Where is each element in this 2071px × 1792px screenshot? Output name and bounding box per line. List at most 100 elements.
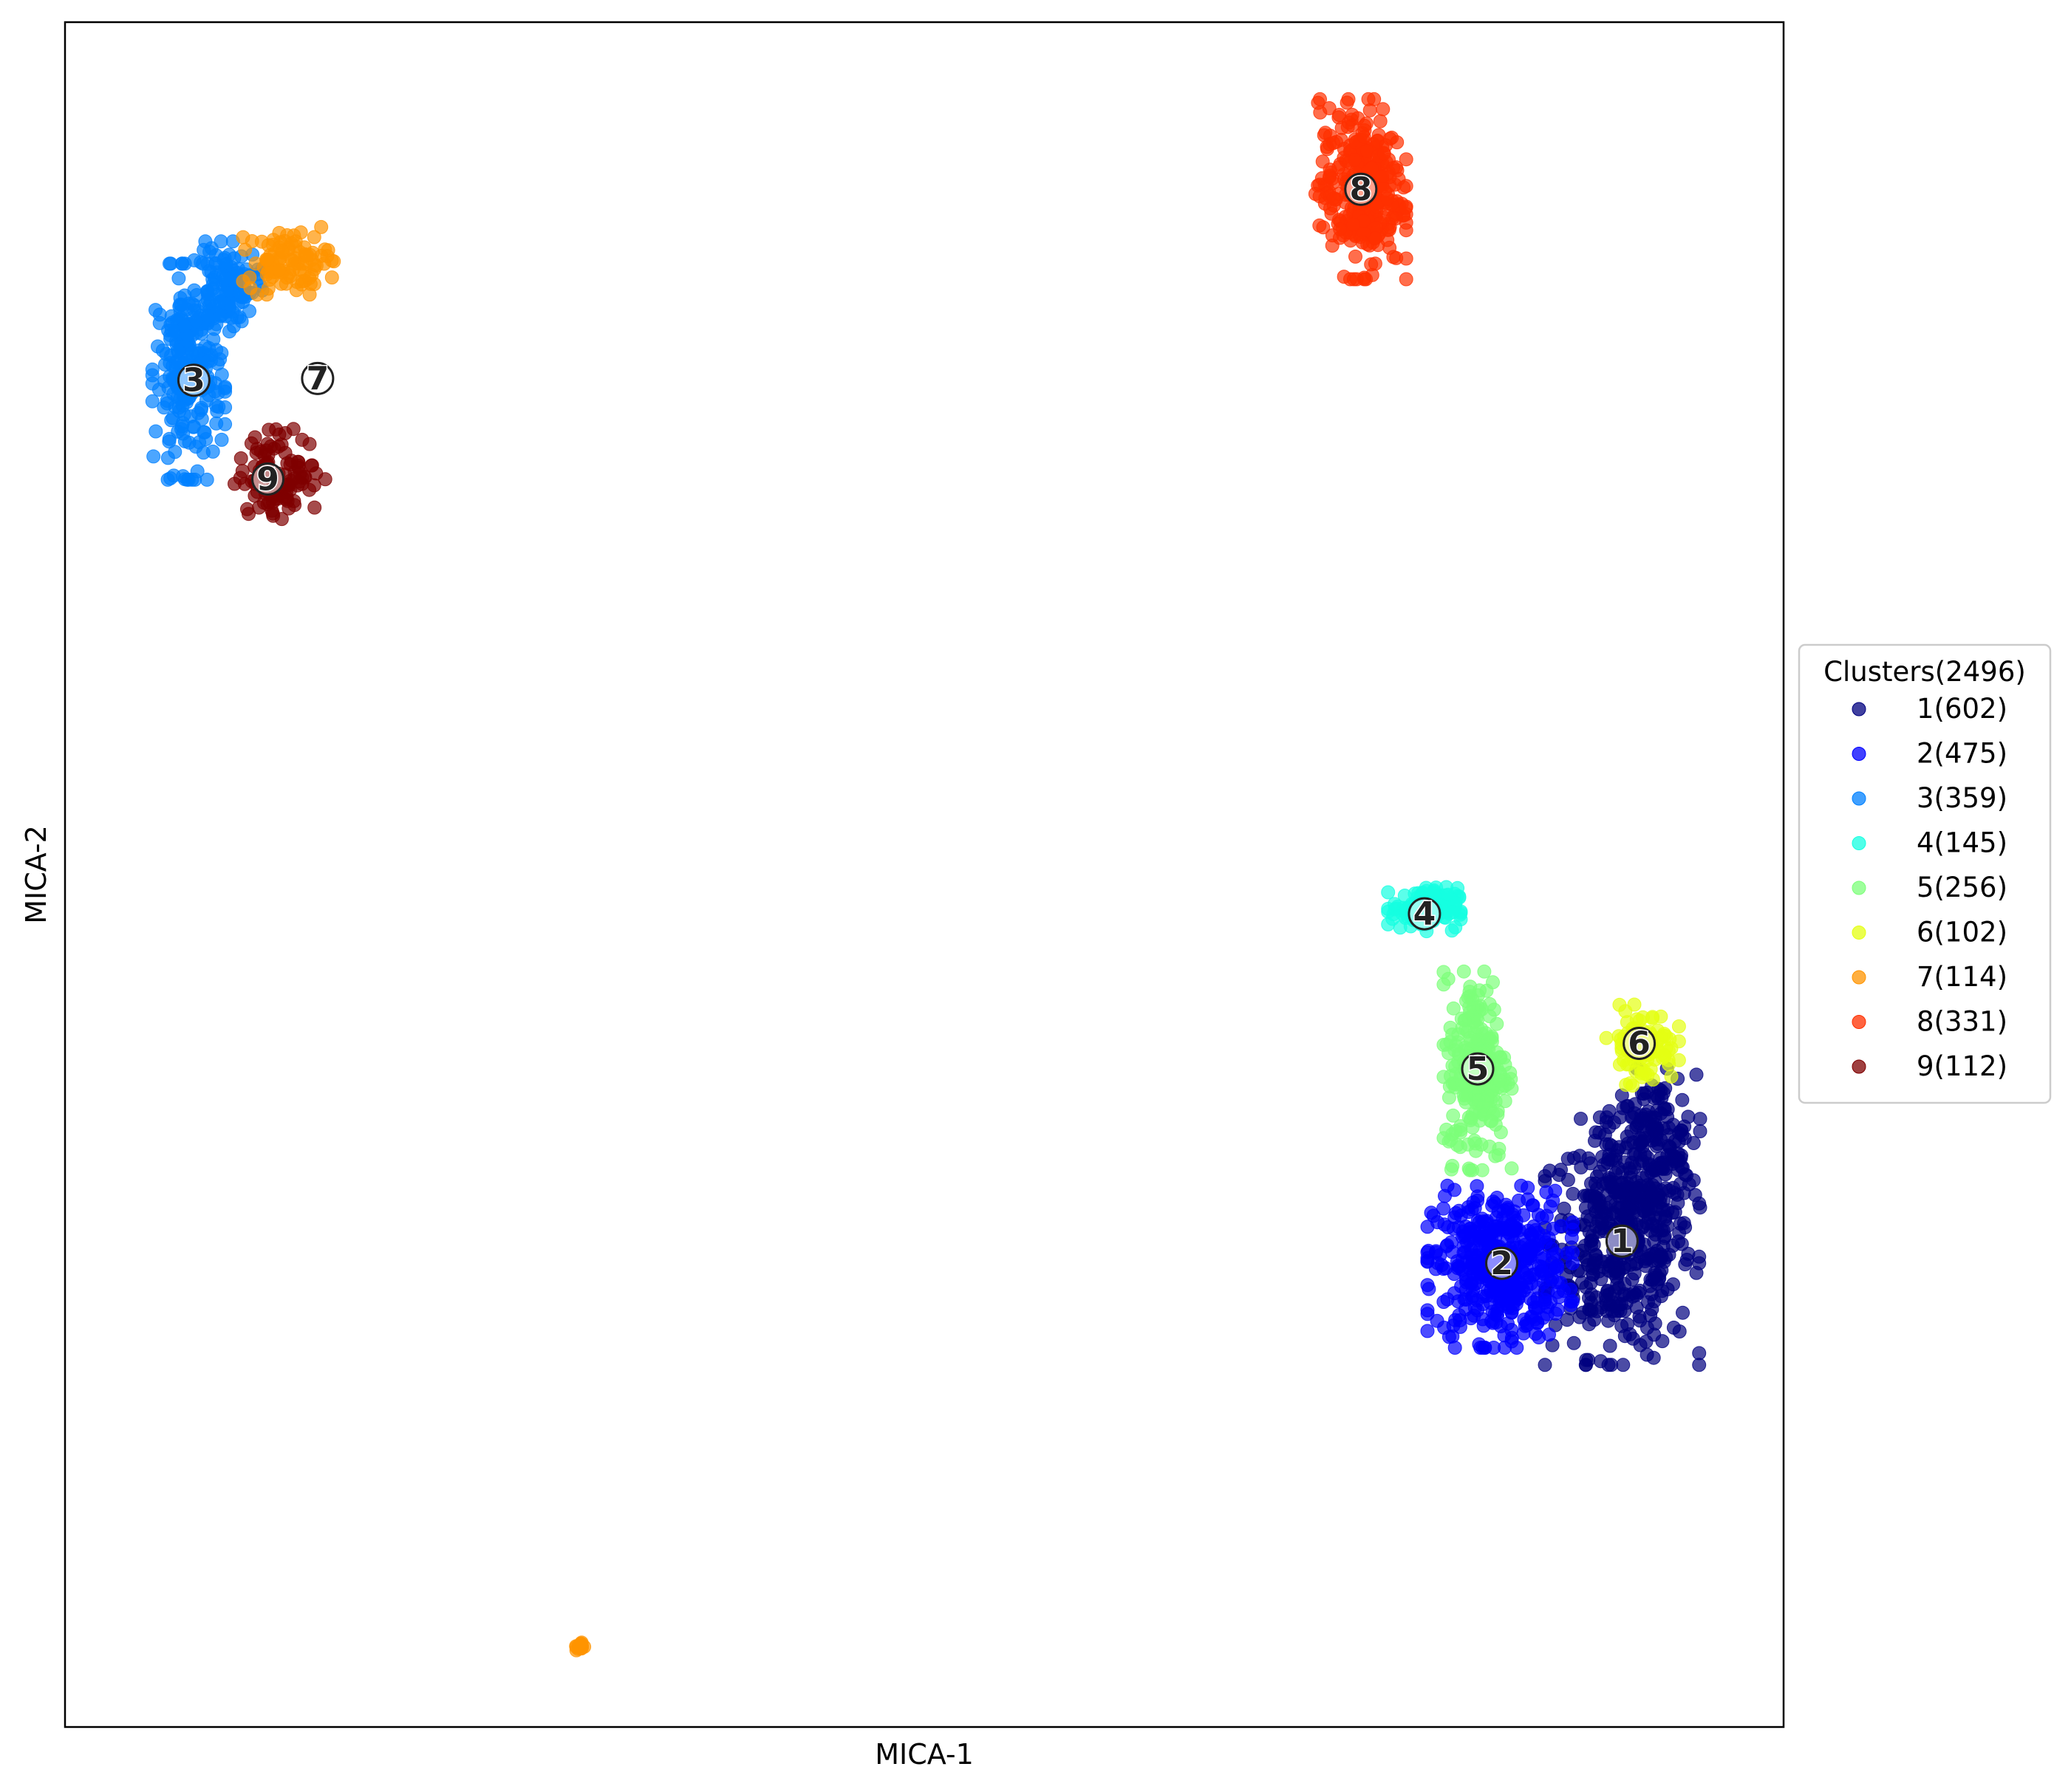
point-cluster-5 (1462, 1163, 1477, 1177)
point-cluster-1 (1583, 1276, 1598, 1290)
point-cluster-9 (290, 478, 305, 493)
legend-marker-cluster-9 (1852, 1059, 1866, 1074)
point-cluster-1 (1554, 1163, 1568, 1177)
point-cluster-3 (146, 449, 161, 464)
cluster-label-ring-4 (1408, 897, 1441, 931)
legend-marker-cluster-5 (1852, 880, 1866, 895)
legend-item-cluster-4: 4(145) (1852, 827, 2007, 859)
point-cluster-2 (1447, 1183, 1461, 1197)
point-cluster-2 (1549, 1247, 1563, 1262)
point-cluster-1 (1588, 1133, 1602, 1148)
cluster-label-text-1: 1 (1611, 1222, 1634, 1260)
point-cluster-3 (145, 394, 160, 408)
legend-marker-cluster-6 (1852, 926, 1866, 940)
point-cluster-5 (1453, 1122, 1468, 1137)
point-cluster-9 (252, 500, 266, 515)
point-cluster-8 (1399, 152, 1413, 167)
point-cluster-8 (1315, 154, 1330, 169)
point-cluster-1 (1592, 1164, 1607, 1179)
point-cluster-5 (1442, 1079, 1457, 1094)
legend-label-cluster-8: 8(331) (1917, 1006, 2007, 1038)
point-cluster-6 (1657, 1049, 1672, 1064)
point-cluster-2 (1420, 1324, 1435, 1338)
point-cluster-9 (287, 493, 301, 508)
point-cluster-1 (1692, 1358, 1707, 1372)
point-cluster-3 (163, 369, 177, 384)
point-cluster-8 (1323, 170, 1337, 185)
point-cluster-1 (1693, 1124, 1707, 1138)
point-cluster-1 (1589, 1190, 1603, 1205)
point-cluster-2 (1430, 1215, 1444, 1230)
legend-label-cluster-1: 1(602) (1917, 693, 2007, 725)
point-cluster-1 (1689, 1067, 1704, 1082)
legend-marker-cluster-1 (1852, 702, 1866, 717)
point-cluster-1 (1677, 1131, 1692, 1146)
point-cluster-7 (259, 287, 274, 302)
point-cluster-1 (1644, 1165, 1659, 1180)
point-cluster-9 (284, 454, 298, 468)
point-cluster-1 (1646, 1350, 1661, 1365)
point-cluster-3 (207, 321, 222, 336)
point-cluster-2 (1476, 1214, 1491, 1229)
y-axis-label: MICA-2 (20, 825, 52, 924)
legend-item-cluster-7: 7(114) (1852, 961, 2007, 993)
point-cluster-9 (262, 423, 276, 437)
point-cluster-3 (171, 271, 186, 286)
point-cluster-2 (1509, 1214, 1524, 1228)
point-cluster-1 (1656, 1121, 1671, 1136)
point-cluster-3 (218, 271, 232, 286)
point-cluster-5 (1447, 1043, 1462, 1058)
point-cluster-3 (211, 287, 225, 302)
point-cluster-3 (162, 431, 177, 446)
point-cluster-7 (314, 219, 329, 234)
point-cluster-1 (1581, 1352, 1596, 1367)
point-cluster-5 (1482, 1031, 1497, 1046)
point-cluster-3 (163, 256, 177, 271)
cluster-label-ring-6 (1623, 1027, 1657, 1060)
cluster-label-ring-7 (301, 361, 335, 395)
point-cluster-9 (267, 441, 282, 456)
point-cluster-4 (1450, 880, 1465, 895)
point-cluster-9 (240, 502, 254, 516)
point-cluster-2 (1543, 1199, 1557, 1214)
point-cluster-5 (1444, 1132, 1458, 1147)
point-cluster-5 (1490, 1104, 1505, 1118)
cluster-label-6: 6 (1623, 1024, 1657, 1064)
point-cluster-8 (1399, 201, 1413, 215)
point-cluster-2 (1566, 1215, 1580, 1230)
cluster-label-text-6: 6 (1628, 1025, 1651, 1063)
point-cluster-1 (1589, 1220, 1603, 1234)
point-cluster-5 (1445, 1158, 1460, 1173)
point-cluster-2 (1448, 1313, 1463, 1327)
point-cluster-8 (1345, 108, 1359, 122)
point-cluster-7 (293, 262, 307, 277)
point-cluster-3 (158, 358, 172, 372)
series-cluster-3 (145, 234, 270, 487)
point-cluster-6 (1622, 1057, 1637, 1072)
point-cluster-7 (289, 283, 304, 298)
legend-title: Clusters(2496) (1823, 656, 2026, 688)
point-cluster-8 (1357, 130, 1371, 144)
point-cluster-8 (1331, 110, 1346, 125)
point-cluster-7 (307, 230, 321, 244)
point-cluster-2 (1514, 1276, 1529, 1291)
legend-label-cluster-4: 4(145) (1917, 827, 2007, 859)
point-cluster-6 (1671, 1034, 1686, 1049)
point-cluster-7 (279, 276, 293, 291)
point-cluster-2 (1475, 1341, 1490, 1355)
plot-frame (64, 21, 1785, 1728)
point-cluster-1 (1660, 1219, 1674, 1234)
point-cluster-1 (1566, 1336, 1581, 1350)
point-cluster-8 (1326, 136, 1340, 151)
series-cluster-9 (228, 422, 332, 527)
point-cluster-1 (1679, 1253, 1694, 1267)
point-cluster-9 (265, 503, 279, 518)
legend-label-cluster-7: 7(114) (1917, 961, 2007, 993)
point-cluster-2 (1566, 1245, 1580, 1260)
point-cluster-4 (1444, 923, 1459, 938)
point-cluster-2 (1420, 1307, 1435, 1321)
point-cluster-1 (1606, 1266, 1621, 1281)
point-cluster-6 (1623, 1076, 1637, 1091)
point-cluster-7 (307, 277, 321, 291)
point-cluster-1 (1584, 1176, 1598, 1191)
